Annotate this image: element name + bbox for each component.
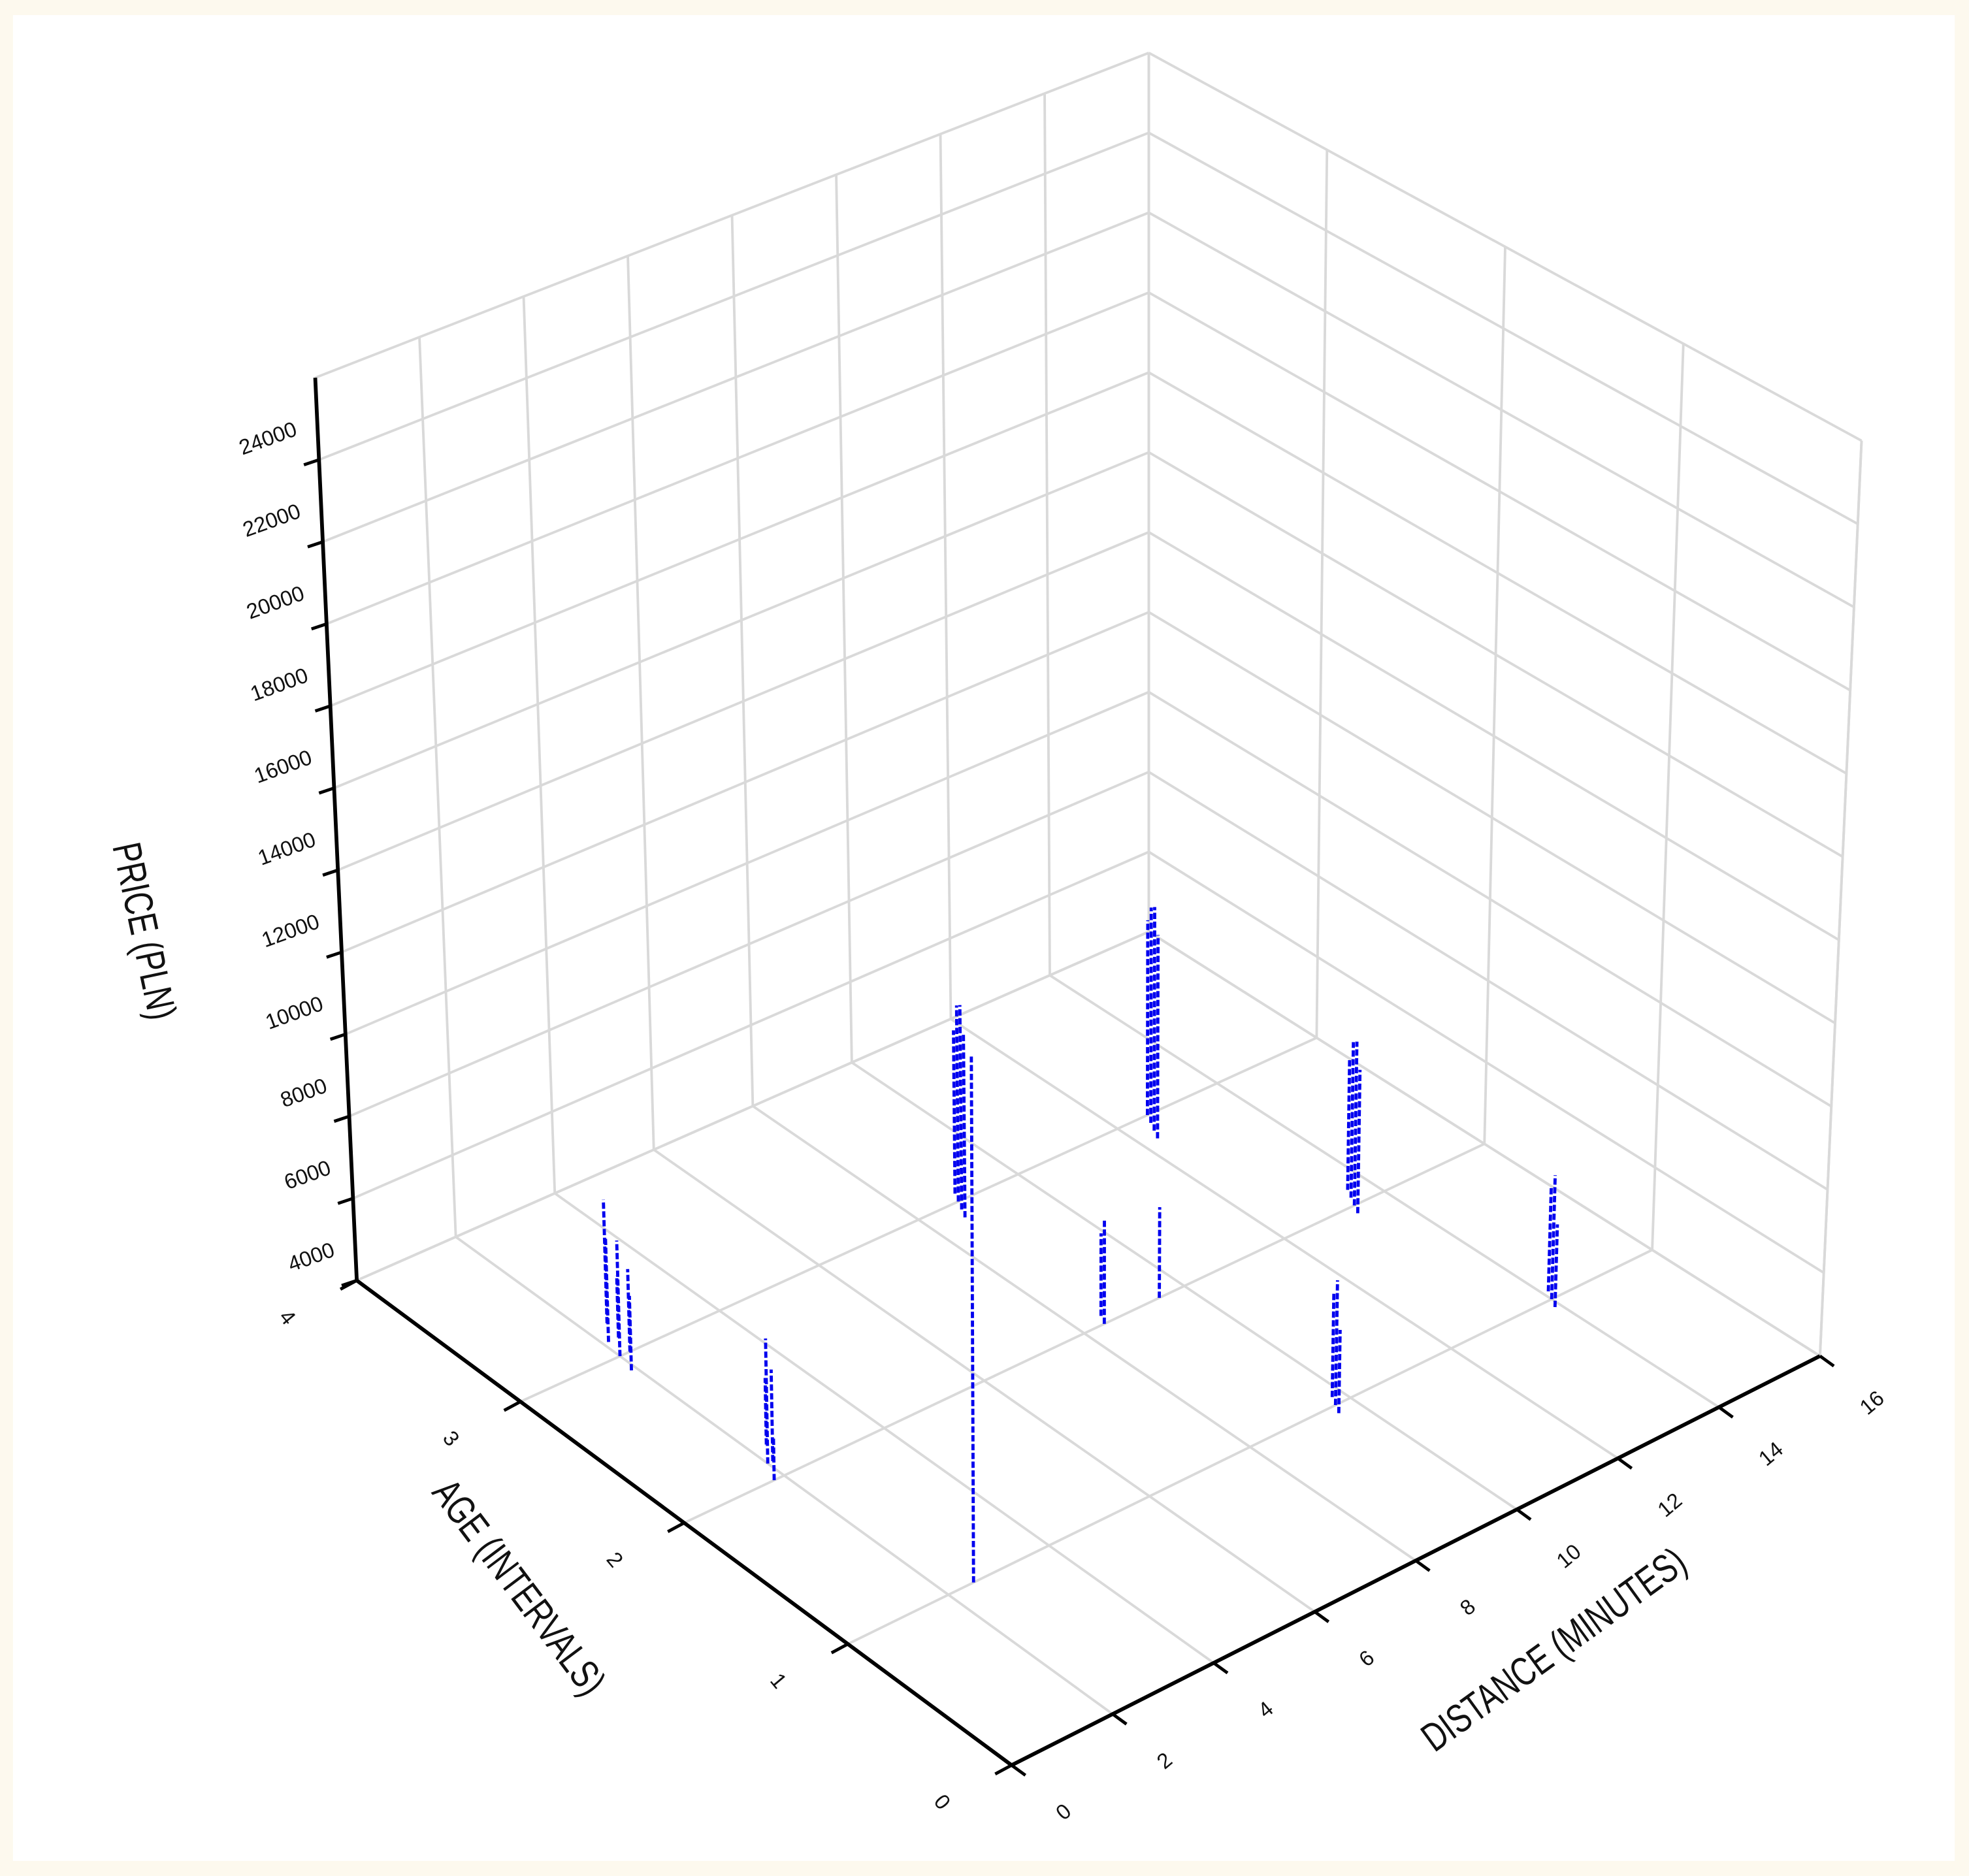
x-tick xyxy=(1011,1764,1027,1777)
grid-line xyxy=(519,1037,1318,1403)
spike xyxy=(627,1295,633,1371)
grid-line xyxy=(683,1142,1486,1525)
z-tick xyxy=(341,1278,357,1287)
z-tick xyxy=(326,950,342,959)
grid-line xyxy=(939,134,952,1019)
spike xyxy=(1356,1069,1362,1214)
grid-line xyxy=(1043,93,1051,976)
x-tick xyxy=(1617,1457,1633,1470)
z-tick xyxy=(307,540,323,549)
x-tick xyxy=(1516,1508,1532,1521)
spike xyxy=(772,1438,776,1481)
z-tick xyxy=(337,1197,354,1205)
spike xyxy=(958,1005,964,1210)
y-tick xyxy=(503,1400,521,1412)
x-tick xyxy=(1212,1661,1229,1675)
spike xyxy=(1152,907,1156,1131)
x-tick xyxy=(1717,1406,1734,1419)
grid-line xyxy=(626,255,655,1150)
grid-line xyxy=(1651,344,1685,1250)
y-tick xyxy=(994,1764,1013,1775)
spike xyxy=(1146,920,1150,1116)
grid-line xyxy=(1315,150,1329,1038)
spike xyxy=(954,1005,960,1202)
z-tick xyxy=(314,704,331,713)
z-tick xyxy=(333,1114,350,1124)
y-tick xyxy=(830,1642,849,1655)
plot-background xyxy=(12,15,1955,1861)
spike xyxy=(962,1033,967,1218)
spike xyxy=(1349,1042,1356,1198)
x-tick xyxy=(1314,1610,1330,1623)
box-edge xyxy=(1148,52,1863,442)
grid-line xyxy=(847,1248,1653,1645)
spike xyxy=(1550,1175,1557,1300)
z-tick xyxy=(329,1033,346,1041)
spike xyxy=(763,1378,768,1445)
grid-line xyxy=(730,215,755,1107)
spike xyxy=(615,1275,621,1338)
spike xyxy=(1337,1329,1342,1414)
grid-line xyxy=(356,930,1150,1282)
spike xyxy=(770,1369,775,1461)
spike xyxy=(602,1199,609,1323)
z-tick xyxy=(318,786,335,795)
spike xyxy=(1352,1041,1359,1206)
box-edge xyxy=(314,52,1150,380)
spike xyxy=(952,1030,957,1194)
grid-line xyxy=(418,337,457,1237)
z-tick xyxy=(310,622,327,631)
box-edge xyxy=(1818,440,1863,1357)
grid-line xyxy=(835,174,853,1063)
x-tick xyxy=(1111,1713,1128,1726)
y-tick xyxy=(667,1521,685,1533)
grid-line xyxy=(522,296,557,1193)
spike xyxy=(1333,1280,1339,1406)
spike xyxy=(1149,907,1153,1123)
z-tick xyxy=(303,458,320,466)
spike xyxy=(1346,1059,1352,1190)
x-tick xyxy=(1819,1354,1835,1368)
grid-line xyxy=(1483,246,1506,1144)
z-tick xyxy=(322,868,338,877)
spike xyxy=(1553,1224,1559,1308)
z-axis xyxy=(313,378,359,1281)
x-tick xyxy=(1414,1559,1431,1572)
